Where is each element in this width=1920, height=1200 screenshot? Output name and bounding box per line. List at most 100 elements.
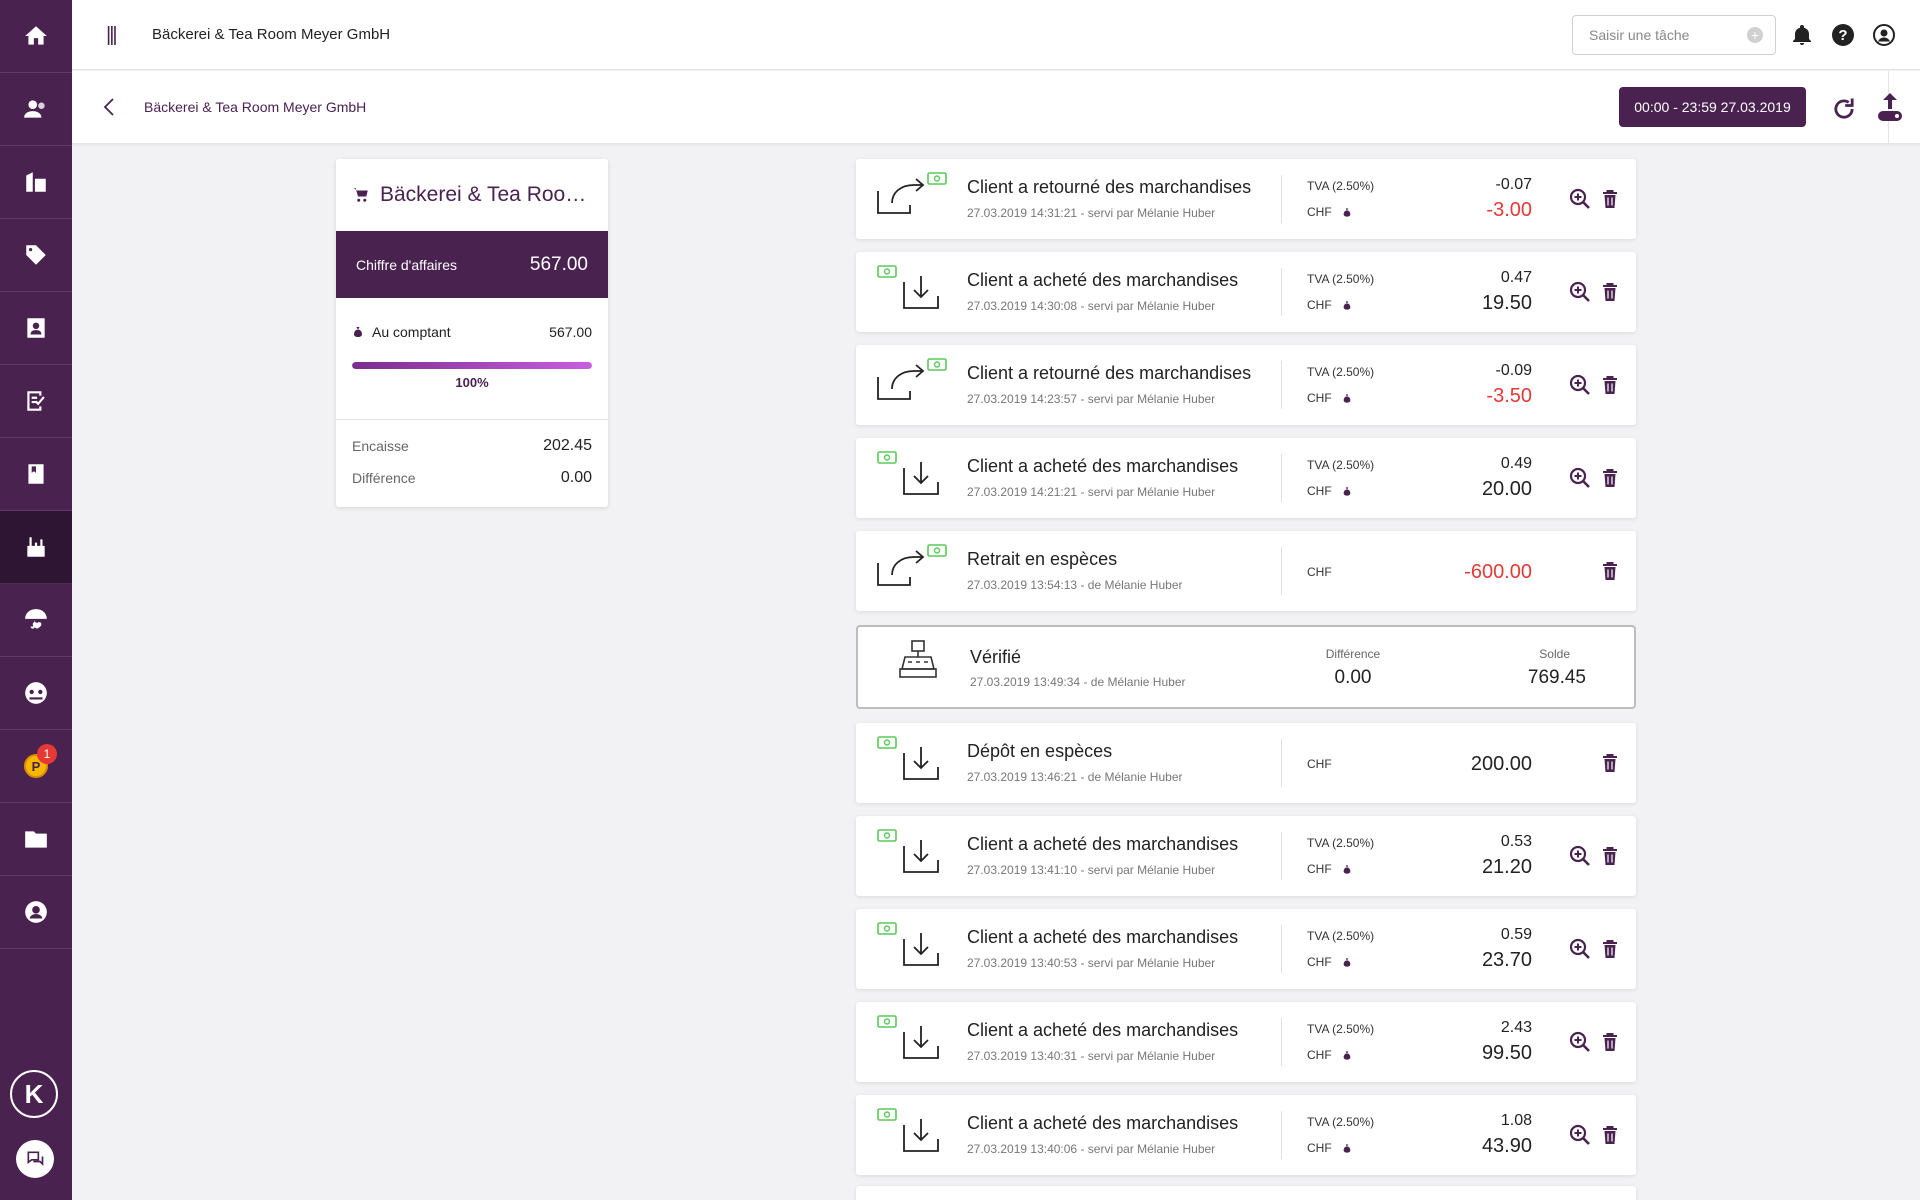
vat-label: TVA (2.50%)	[1307, 1022, 1375, 1036]
trash-icon[interactable]	[1602, 753, 1618, 773]
add-task-icon[interactable]: +	[1747, 27, 1763, 43]
transaction-row[interactable]: Client a acheté des marchandises 27.03.20…	[856, 252, 1636, 332]
zoom-in-icon[interactable]	[1568, 1123, 1592, 1147]
vat-value: 0.53	[1500, 833, 1532, 850]
cash-percent-label: 100%	[455, 375, 489, 390]
help-button[interactable]: ?	[1830, 22, 1856, 48]
transaction-amount: -600.00	[1464, 561, 1532, 583]
refresh-icon[interactable]	[1830, 95, 1858, 123]
sidebar-item-cash-register[interactable]	[0, 511, 72, 584]
currency-row: CHF	[1307, 484, 1352, 498]
transaction-title: Client a acheté des marchandises	[967, 1113, 1239, 1133]
sidebar-item-tags[interactable]	[0, 219, 72, 292]
folder-icon	[25, 831, 47, 848]
vat-value: -0.09	[1495, 362, 1532, 379]
transaction-row[interactable]: Client a acheté des marchandises 27.03.20…	[856, 816, 1636, 896]
return-arrow-icon	[877, 358, 947, 400]
sidebar-item-book[interactable]	[0, 438, 72, 511]
transaction-row[interactable]: Client a acheté des marchandises 27.03.20…	[856, 909, 1636, 989]
transaction-row[interactable]: Client a acheté des marchandises 27.03.20…	[856, 1002, 1636, 1082]
transaction-subtitle: 27.03.2019 14:21:21 - servi par Mélanie …	[967, 485, 1216, 499]
trash-icon[interactable]	[1602, 1032, 1618, 1052]
menu-toggle-icon[interactable]: |||	[106, 24, 118, 46]
return-arrow-icon	[877, 172, 947, 214]
transaction-row[interactable]	[856, 1186, 1636, 1200]
transaction-row[interactable]: Retrait en espèces 27.03.2019 13:54:13 - …	[856, 531, 1636, 611]
sidebar-item-points[interactable]: P 1	[0, 730, 72, 803]
purchase-arrow-icon	[877, 922, 939, 966]
currency-label: CHF	[1307, 391, 1332, 405]
return-arrow-icon	[877, 544, 947, 586]
home-icon	[25, 26, 47, 45]
transaction-divider	[1281, 361, 1282, 409]
currency-label: CHF	[1307, 862, 1332, 876]
money-bag-icon	[1343, 864, 1351, 874]
zoom-in-icon[interactable]	[1568, 844, 1592, 868]
currency-row: CHF	[1307, 955, 1352, 969]
cash-progress-fill	[352, 362, 592, 369]
trash-icon[interactable]	[1602, 468, 1618, 488]
sidebar-item-group[interactable]	[0, 657, 72, 730]
back-arrow-icon[interactable]	[98, 95, 122, 119]
verification-title: Vérifié	[970, 647, 1022, 667]
bell-icon	[1793, 25, 1811, 45]
vat-label: TVA (2.50%)	[1307, 458, 1375, 472]
date-range-button[interactable]: 00:00 - 23:59 27.03.2019	[1619, 87, 1806, 127]
transaction-subtitle: 27.03.2019 14:30:08 - servi par Mélanie …	[967, 299, 1216, 313]
cash-progress-bar	[352, 362, 592, 369]
verification-row[interactable]: Vérifié 27.03.2019 13:49:34 - de Mélanie…	[856, 625, 1636, 709]
zoom-in-icon[interactable]	[1568, 187, 1592, 211]
sidebar-item-contacts[interactable]	[0, 292, 72, 365]
transaction-row[interactable]: Dépôt en espèces 27.03.2019 13:46:21 - de…	[856, 723, 1636, 803]
verification-subtitle: 27.03.2019 13:49:34 - de Mélanie Huber	[970, 675, 1186, 689]
upload-icon[interactable]	[1872, 91, 1908, 125]
zoom-in-icon[interactable]	[1568, 466, 1592, 490]
cash-row: Au comptant 567.00	[352, 324, 592, 340]
transaction-subtitle: 27.03.2019 13:40:53 - servi par Mélanie …	[967, 956, 1216, 970]
transaction-row[interactable]: Client a retourné des marchandises 27.03.…	[856, 159, 1636, 239]
currency-label: CHF	[1307, 484, 1332, 498]
notifications-button[interactable]	[1789, 22, 1815, 48]
company-title: Bäckerei & Tea Room Meyer GmbH	[152, 26, 391, 43]
sidebar-item-home[interactable]	[0, 0, 72, 73]
register-summary-card: Bäckerei & Tea Room... Chiffre d'affaire…	[336, 159, 608, 507]
trash-icon[interactable]	[1602, 189, 1618, 209]
transaction-subtitle: 27.03.2019 13:40:31 - servi par Mélanie …	[967, 1049, 1216, 1063]
cart-icon	[353, 188, 368, 202]
zoom-in-icon[interactable]	[1568, 1030, 1592, 1054]
sidebar-item-insurance[interactable]	[0, 584, 72, 657]
vat-value: 1.08	[1500, 1112, 1532, 1129]
sidebar-item-account[interactable]	[0, 876, 72, 949]
transaction-divider	[1281, 832, 1282, 880]
sidebar-item-checklist[interactable]	[0, 365, 72, 438]
zoom-in-icon[interactable]	[1568, 373, 1592, 397]
zoom-in-icon[interactable]	[1568, 280, 1592, 304]
chat-button[interactable]	[16, 1140, 54, 1178]
trash-icon[interactable]	[1602, 846, 1618, 866]
currency-row: CHF	[1307, 1141, 1352, 1155]
trash-icon[interactable]	[1602, 561, 1618, 581]
sidebar-item-users[interactable]	[0, 73, 72, 146]
money-bag-icon	[1343, 1143, 1351, 1153]
task-input[interactable]	[1572, 15, 1776, 55]
profile-button[interactable]	[1871, 22, 1897, 48]
vat-value: -0.07	[1495, 176, 1532, 193]
trash-icon[interactable]	[1602, 939, 1618, 959]
trash-icon[interactable]	[1602, 375, 1618, 395]
app-logo[interactable]: K	[10, 1070, 58, 1118]
verification-balance-label: Solde	[1539, 647, 1570, 661]
sidebar-item-buildings[interactable]	[0, 146, 72, 219]
transaction-row[interactable]: Client a acheté des marchandises 27.03.20…	[856, 1095, 1636, 1175]
transaction-row[interactable]: Client a retourné des marchandises 27.03.…	[856, 345, 1636, 425]
transaction-row[interactable]: Client a acheté des marchandises 27.03.20…	[856, 438, 1636, 518]
summary-header: Bäckerei & Tea Room...	[336, 159, 608, 231]
transaction-subtitle: 27.03.2019 14:31:21 - servi par Mélanie …	[967, 206, 1216, 220]
trash-icon[interactable]	[1602, 1125, 1618, 1145]
trash-icon[interactable]	[1602, 282, 1618, 302]
sidebar-item-folder[interactable]	[0, 803, 72, 876]
contacts-icon	[27, 318, 45, 338]
zoom-in-icon[interactable]	[1568, 937, 1592, 961]
breadcrumb[interactable]: Bäckerei & Tea Room Meyer GmbH	[144, 99, 367, 115]
vat-value: 0.47	[1500, 269, 1532, 286]
purchase-arrow-icon	[877, 736, 939, 780]
